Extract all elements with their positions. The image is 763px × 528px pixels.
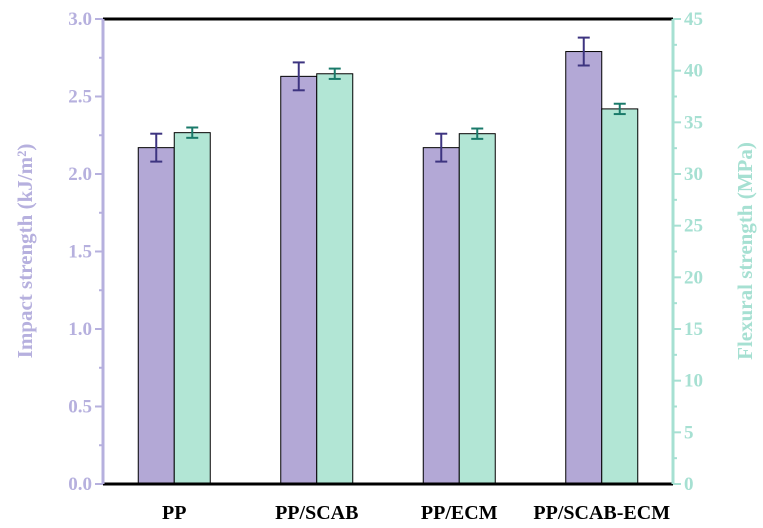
bar — [137, 147, 175, 485]
y-tick-label-right: 10 — [684, 371, 703, 392]
bar — [422, 147, 460, 485]
x-tick-label: PP/SCAB — [275, 502, 358, 524]
labels-layer: PP PP/SCAB PP/ECM PP/SCAB-ECM 0.0 0.5 1.0 1.5 2.… — [68, 9, 703, 524]
y-tick-label-left: 3.0 — [68, 9, 92, 30]
y-tick-label-right: 5 — [684, 422, 694, 443]
y-tick-label-right: 15 — [684, 319, 703, 340]
x-tick-label: PP/ECM — [421, 502, 498, 524]
y-tick-label-left: 2.5 — [68, 87, 92, 108]
y-axis-label-right: Flexural strength (MPa) — [733, 142, 757, 360]
bar — [280, 75, 318, 485]
error-bars-layer — [150, 36, 626, 163]
y-tick-label-left: 1.5 — [68, 242, 92, 263]
x-tick-label: PP/SCAB-ECM — [533, 502, 670, 524]
y-tick-label-right: 40 — [684, 61, 703, 82]
bar — [565, 51, 603, 485]
bar — [458, 133, 496, 485]
x-tick-label: PP — [162, 502, 186, 524]
y-tick-label-left: 1.0 — [68, 319, 92, 340]
y-tick-label-right: 25 — [684, 216, 703, 237]
bar — [316, 73, 354, 485]
bar — [173, 132, 211, 485]
y-tick-label-left: 0.0 — [68, 474, 92, 495]
y-tick-label-right: 35 — [684, 112, 703, 133]
y-tick-label-right: 20 — [684, 267, 703, 288]
y-tick-label-right: 45 — [684, 9, 703, 30]
y-axis-label-left: Impact strength (kJ/m²) — [13, 144, 37, 359]
y-tick-label-right: 30 — [684, 164, 703, 185]
y-tick-label-left: 2.0 — [68, 164, 92, 185]
y-tick-label-left: 0.5 — [68, 397, 92, 418]
bar — [601, 108, 639, 485]
y-tick-label-right: 0 — [684, 474, 694, 495]
bars-layer — [137, 51, 639, 485]
axes-layer — [95, 17, 681, 486]
